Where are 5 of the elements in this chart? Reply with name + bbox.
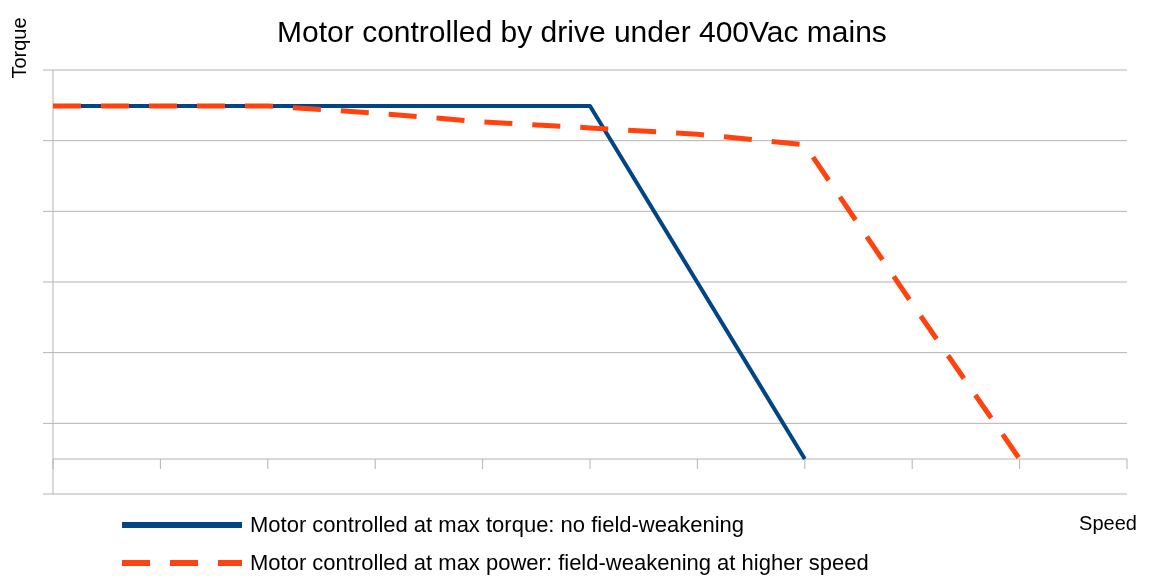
x-axis-title: Speed: [1079, 512, 1137, 534]
legend-label: Motor controlled at max power: field-weakening at higher speed: [250, 550, 869, 575]
legend-label: Motor controlled at max torque: no field-weakening: [250, 512, 745, 537]
chart-title: Motor controlled by drive under 400Vac mains: [277, 15, 887, 48]
y-axis-title: Torque: [8, 17, 30, 79]
